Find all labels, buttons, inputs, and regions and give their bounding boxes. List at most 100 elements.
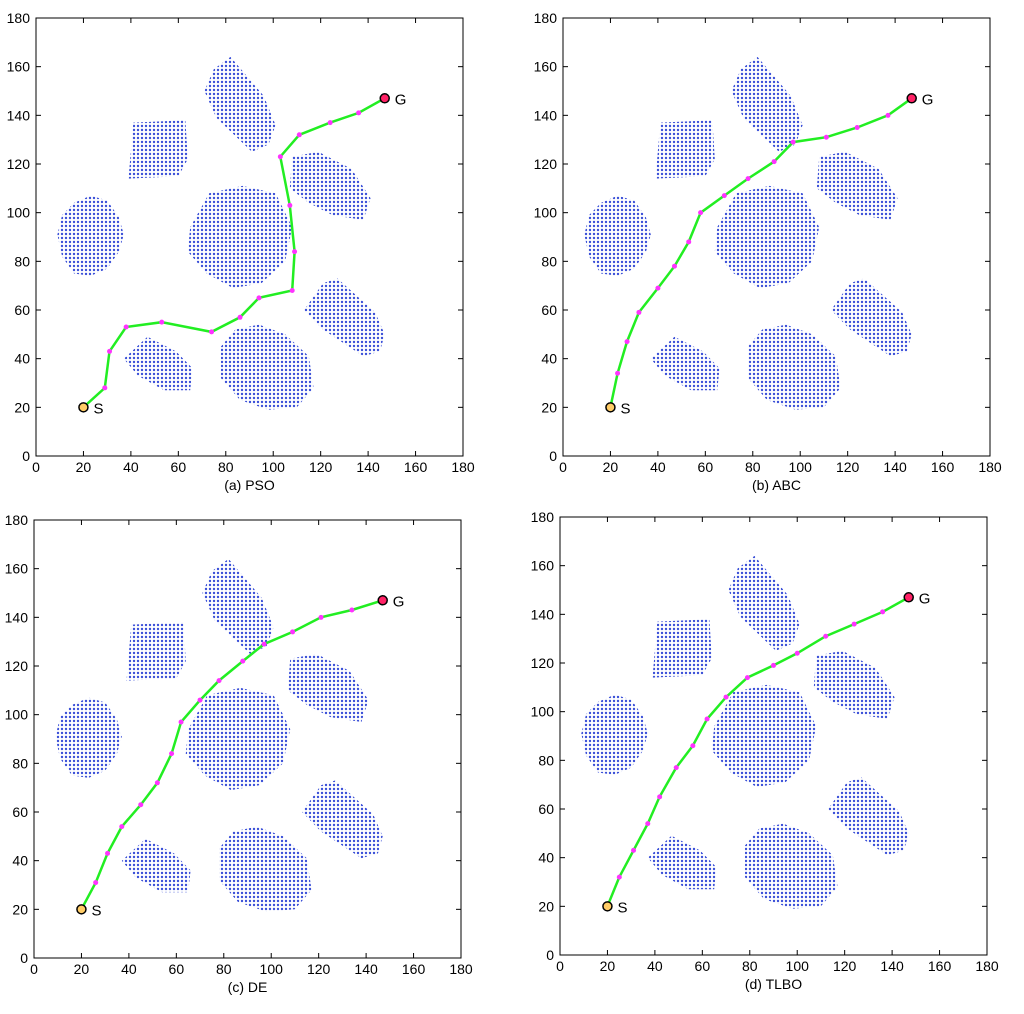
waypoint-marker bbox=[356, 110, 362, 116]
waypoint-marker bbox=[771, 662, 776, 668]
y-tick-label: 100 bbox=[534, 205, 558, 221]
y-tick-label: 20 bbox=[14, 399, 30, 415]
waypoint-marker bbox=[790, 139, 796, 145]
obstacle-pentagon-lower-left bbox=[121, 838, 191, 893]
panel-caption: (d) TLBO bbox=[745, 976, 802, 992]
path-line bbox=[82, 97, 386, 409]
y-tick-label: 180 bbox=[7, 10, 31, 26]
x-tick-label: 140 bbox=[356, 459, 380, 475]
x-tick-label: 100 bbox=[260, 961, 284, 977]
x-tick-label: 180 bbox=[978, 459, 1002, 475]
plot-svg: 0 20 40 60 80 100 120 140 160 180 0 20 40 60 80 100 120 1… bbox=[5, 512, 473, 995]
x-tick-label: 160 bbox=[402, 961, 426, 977]
waypoint-marker bbox=[159, 319, 165, 325]
obstacle-hexagon-upper-right bbox=[816, 151, 898, 220]
obstacle-rounded-rect-right bbox=[302, 780, 383, 859]
panel-caption: (c) DE bbox=[228, 979, 268, 995]
waypoint-marker bbox=[256, 295, 262, 301]
waypoint-marker bbox=[154, 780, 160, 786]
waypoint-marker bbox=[197, 697, 203, 703]
waypoint-marker bbox=[105, 850, 111, 856]
start-marker bbox=[76, 904, 87, 915]
goal-label: G bbox=[922, 91, 934, 108]
x-tick-label: 120 bbox=[833, 958, 857, 974]
waypoint-marker bbox=[686, 239, 692, 245]
waypoint-marker bbox=[723, 694, 729, 700]
x-tick-label: 160 bbox=[928, 958, 952, 974]
x-tick-label: 180 bbox=[975, 958, 999, 974]
obstacle-rounded-rect-right bbox=[828, 777, 909, 856]
waypoint-marker bbox=[296, 132, 302, 138]
x-tick-label: 160 bbox=[404, 459, 428, 475]
waypoint-marker bbox=[289, 288, 295, 294]
start-marker bbox=[602, 901, 613, 912]
goal-marker bbox=[377, 595, 388, 606]
obstacle-hexagon-upper-right bbox=[289, 151, 371, 220]
y-tick-label: 100 bbox=[531, 704, 555, 720]
y-tick-label: 160 bbox=[5, 561, 29, 577]
waypoint-marker bbox=[645, 821, 651, 827]
waypoint-marker bbox=[261, 641, 267, 647]
obstacle-pentagon-lower-left bbox=[647, 835, 717, 890]
waypoint-marker bbox=[636, 309, 642, 315]
axes-frame bbox=[35, 17, 464, 457]
x-tick-label: 20 bbox=[600, 958, 616, 974]
y-tick-label: 100 bbox=[7, 205, 31, 221]
waypoint-marker bbox=[851, 621, 857, 627]
start-marker bbox=[78, 402, 89, 413]
x-tick-label: 20 bbox=[74, 961, 90, 977]
x-tick-label: 140 bbox=[354, 961, 378, 977]
obstacle-circle-left bbox=[55, 697, 122, 778]
x-tick-label: 40 bbox=[121, 961, 137, 977]
waypoint-marker bbox=[823, 633, 829, 639]
x-tick-label: 120 bbox=[836, 459, 860, 475]
waypoint-marker bbox=[169, 751, 175, 757]
y-tick-label: 0 bbox=[20, 950, 28, 966]
chart-panel-abc: 0 20 40 60 80 100 120 140 160 180 0 20 40 60 80 100 120 1… bbox=[512, 0, 1024, 507]
start-label: S bbox=[93, 400, 103, 417]
x-tick-label: 60 bbox=[698, 459, 714, 475]
start-label: S bbox=[91, 902, 101, 919]
y-tick-label: 140 bbox=[7, 107, 31, 123]
waypoint-marker bbox=[209, 329, 215, 335]
obstacle-hexagon-center bbox=[185, 687, 291, 791]
y-tick-label: 80 bbox=[541, 253, 557, 269]
obstacle-square-upper-left bbox=[655, 120, 715, 179]
y-tick-label: 120 bbox=[531, 655, 555, 671]
waypoint-marker bbox=[721, 193, 727, 199]
x-tick-label: 80 bbox=[218, 459, 234, 475]
goal-marker bbox=[903, 592, 914, 603]
panel-caption: (a) PSO bbox=[224, 477, 275, 493]
x-tick-label: 40 bbox=[650, 459, 666, 475]
y-tick-label: 40 bbox=[12, 853, 28, 869]
x-tick-label: 40 bbox=[647, 958, 663, 974]
obstacle-hexagon-upper-right bbox=[813, 650, 895, 719]
chart-panel-de: 0 20 40 60 80 100 120 140 160 180 0 20 40 60 80 100 120 1… bbox=[0, 507, 512, 1014]
obstacle-ellipse-bottom-center bbox=[748, 324, 841, 410]
y-tick-label: 120 bbox=[7, 156, 31, 172]
y-tick-label: 160 bbox=[7, 59, 31, 75]
waypoint-marker bbox=[823, 134, 829, 140]
y-tick-label: 160 bbox=[534, 59, 558, 75]
obstacle-square-upper-left bbox=[652, 619, 712, 678]
y-tick-label: 180 bbox=[531, 509, 555, 525]
waypoint-marker bbox=[854, 125, 860, 130]
y-tick-label: 120 bbox=[534, 156, 558, 172]
x-tick-label: 60 bbox=[169, 961, 185, 977]
y-tick-label: 180 bbox=[5, 512, 29, 528]
obstacle-circle-left bbox=[57, 195, 124, 276]
waypoint-marker bbox=[119, 824, 125, 830]
goal-marker bbox=[906, 93, 917, 104]
x-tick-label: 140 bbox=[880, 958, 904, 974]
obstacle-rounded-rect-top bbox=[728, 555, 800, 651]
waypoint-marker bbox=[698, 210, 704, 216]
x-tick-label: 0 bbox=[559, 459, 567, 475]
panel-caption: (b) ABC bbox=[752, 477, 801, 493]
x-tick-label: 40 bbox=[123, 459, 139, 475]
waypoint-marker bbox=[277, 154, 283, 160]
y-tick-label: 60 bbox=[12, 804, 28, 820]
waypoint-marker bbox=[690, 743, 696, 749]
y-tick-label: 80 bbox=[538, 752, 554, 768]
goal-label: G bbox=[393, 593, 405, 610]
y-tick-label: 20 bbox=[12, 901, 28, 917]
